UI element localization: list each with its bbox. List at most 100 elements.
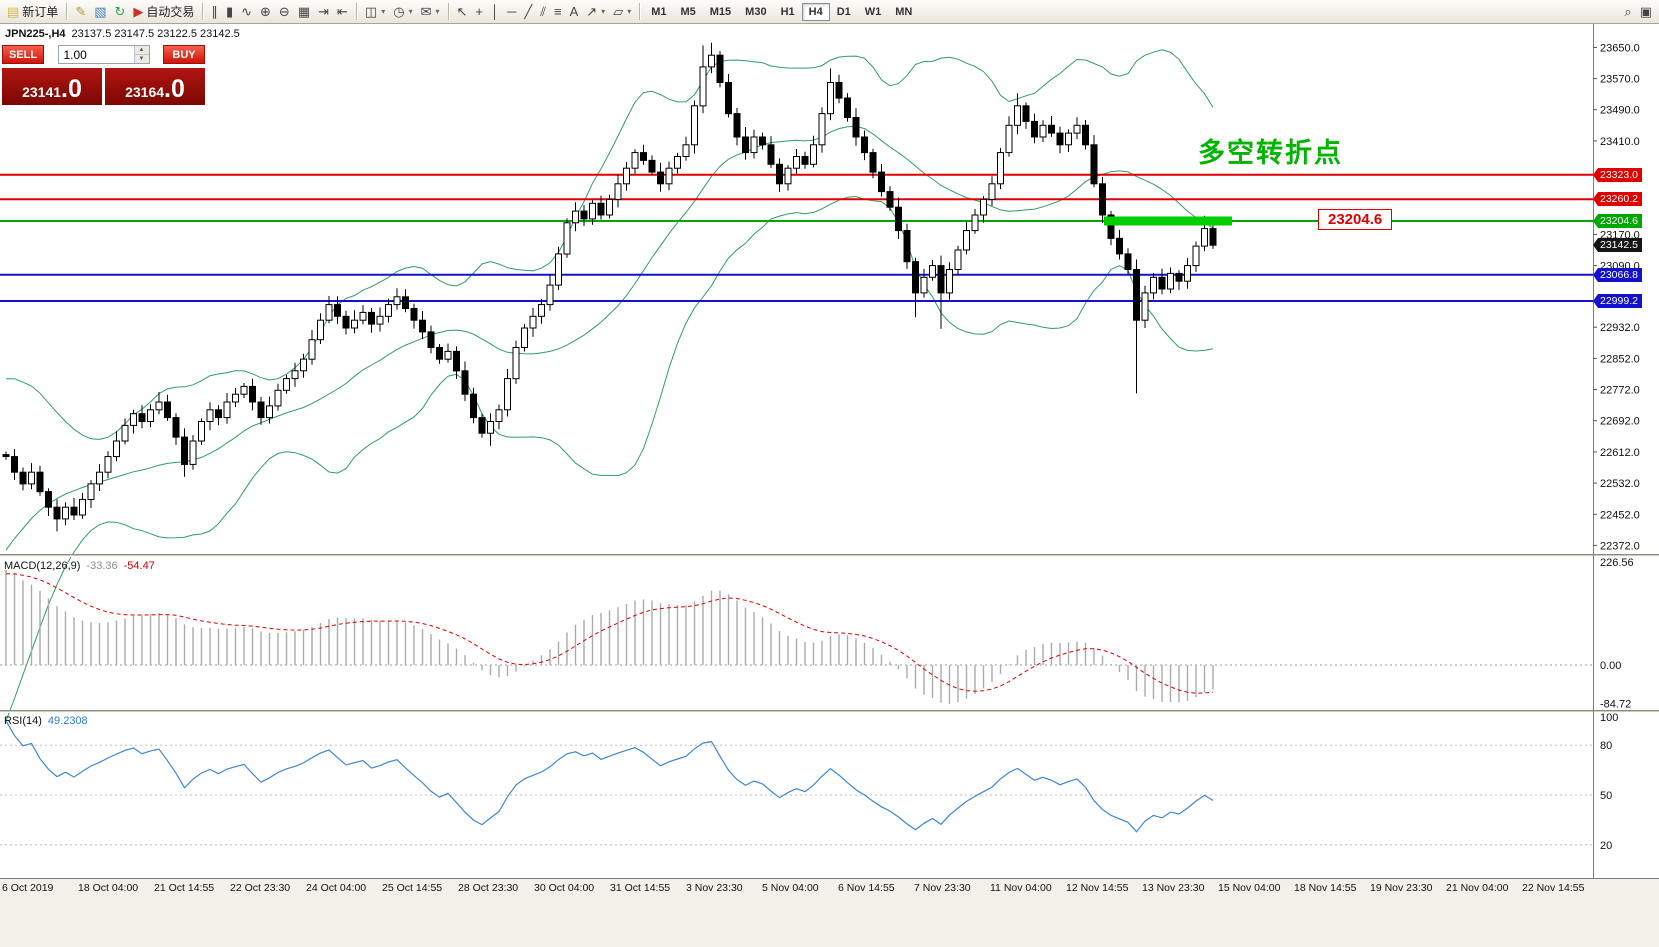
search-icon[interactable]: ⌕ <box>1620 3 1635 20</box>
chart-shift-icon[interactable]: ⇤ <box>333 3 352 20</box>
one-click-trading-panel: SELL ▲ ▼ BUY 23141.0 23164.0 <box>2 45 205 105</box>
price-level-badge: 23260.2 <box>1593 192 1642 207</box>
new-chart-icon-glyph: ◫ <box>364 4 378 19</box>
channel-icon-glyph: ⫽ <box>540 4 546 19</box>
auto-trading-button[interactable]: ▶ 自动交易 <box>129 2 198 21</box>
ohlc-readout: 23137.5 23147.5 23122.5 23142.5 <box>71 28 240 40</box>
dropdown-arrow-icon[interactable]: ▾ <box>601 7 606 16</box>
badge-price-text: 23323.0 <box>1598 167 1642 182</box>
window-layout-icon[interactable]: ▧ <box>90 3 110 20</box>
windows-icon-glyph: ▣ <box>1639 4 1652 19</box>
bull-bear-turning-point-annotation: 多空转折点 <box>1198 138 1343 168</box>
line-chart-icon[interactable]: ∿ <box>237 3 256 20</box>
templates-icon[interactable]: ✎ <box>71 3 90 20</box>
shapes-icon[interactable]: ▱ ▾ <box>609 3 635 20</box>
arrow-tool-icon-glyph: ↗ <box>586 4 598 19</box>
bar-chart-icon-glyph: ∥ <box>211 4 218 19</box>
crosshair-icon-glyph: + <box>475 4 484 19</box>
window-layout-icon-glyph: ▧ <box>94 4 107 19</box>
candlestick-chart-icon[interactable]: ▮ <box>222 3 237 20</box>
volume-spinner[interactable]: ▲ ▼ <box>133 46 149 63</box>
zoom-out-icon-glyph: ⊖ <box>278 4 290 19</box>
zoom-out-icon[interactable]: ⊖ <box>275 3 294 20</box>
toolbar-separator <box>639 3 641 20</box>
windows-icon[interactable]: ▣ <box>1636 3 1656 20</box>
timeframe-m1[interactable]: M1 <box>651 5 667 18</box>
timeframe-h1[interactable]: H1 <box>780 5 795 18</box>
channel-icon[interactable]: ⫽ <box>536 3 550 20</box>
badge-arrow-icon <box>1593 267 1598 282</box>
horizontal-line-icon[interactable]: ─ <box>503 3 520 20</box>
timeframe-mn[interactable]: MN <box>895 5 913 18</box>
zoom-in-icon[interactable]: ⊕ <box>256 3 275 20</box>
sell-price-display[interactable]: 23141.0 <box>2 68 102 105</box>
crosshair-icon[interactable]: + <box>471 3 487 20</box>
trendline-icon[interactable]: ╱ <box>520 3 536 20</box>
timeframe-m30[interactable]: M30 <box>745 5 767 18</box>
bar-chart-icon[interactable]: ∥ <box>207 3 222 20</box>
rsi-indicator-label: RSI(14) 49.2308 <box>4 715 88 727</box>
symbol-period-label: JPN225-,H4 <box>5 28 66 40</box>
macd-signal-value: -54.47 <box>123 560 155 572</box>
timeframe-w1[interactable]: W1 <box>864 5 882 18</box>
badge-price-text: 23204.6 <box>1598 214 1642 228</box>
toolbar-separator <box>355 3 357 20</box>
auto-trading-glyph: ▶ <box>133 4 144 19</box>
badge-arrow-icon <box>1593 294 1598 308</box>
auto-scroll-icon[interactable]: ⇥ <box>314 3 333 20</box>
new-chart-icon[interactable]: ◫ ▾ <box>361 3 389 20</box>
buy-price-fraction: .0 <box>164 75 185 103</box>
indicators-icon[interactable]: ✉ ▾ <box>417 3 444 20</box>
vertical-line-icon-glyph: │ <box>491 4 500 19</box>
refresh-icon-glyph: ↻ <box>114 4 126 19</box>
buy-price-main: 23164 <box>125 84 165 100</box>
shapes-icon-glyph: ▱ <box>613 4 624 19</box>
macd-indicator-label: MACD(12,26,9) -33.36 -54.47 <box>4 560 155 572</box>
timeframe-d1[interactable]: D1 <box>836 5 851 18</box>
chart-shift-icon-glyph: ⇤ <box>337 4 348 19</box>
badge-price-text: 23142.5 <box>1598 238 1642 253</box>
refresh-icon[interactable]: ↻ <box>111 3 130 20</box>
one-click-price-row: 23141.0 23164.0 <box>2 68 205 105</box>
fibonacci-icon[interactable]: ≡ <box>550 3 566 20</box>
badge-arrow-icon <box>1593 238 1598 253</box>
sell-price-main: 23141 <box>22 84 62 100</box>
price-level-callout: 23204.6 <box>1318 209 1393 230</box>
horizontal-line-icon-glyph: ─ <box>507 4 517 19</box>
candlestick-chart-icon-glyph: ▮ <box>225 4 234 19</box>
main-toolbar: ▤ 新订单 ✎ ▧ ↻ ▶ 自动交易 ∥ ▮ ∿ ⊕ ⊖ ▦ ⇥ ⇤ ◫ ▾ ◷ ▾ ✉ ▾ ↖ + │ ─ ╱ ⫽ ≡ A ↗ ▾ ▱ ▾ M1… <box>0 0 1659 24</box>
profiles-icon[interactable]: ◷ ▾ <box>389 3 416 20</box>
tile-windows-icon[interactable]: ▦ <box>294 3 314 20</box>
macd-name: MACD(12,26,9) <box>4 560 81 572</box>
arrow-tool-icon[interactable]: ↗ ▾ <box>582 3 609 20</box>
dropdown-arrow-icon[interactable]: ▾ <box>435 7 440 16</box>
price-level-badge: 23142.5 <box>1593 238 1642 253</box>
badge-price-text: 23260.2 <box>1598 192 1642 207</box>
dropdown-arrow-icon[interactable]: ▾ <box>408 7 413 16</box>
text-icon-glyph: A <box>569 4 579 19</box>
tile-windows-icon-glyph: ▦ <box>297 4 311 19</box>
new-order-button[interactable]: ▤ 新订单 <box>3 2 62 21</box>
timeframe-m5[interactable]: M5 <box>680 5 696 18</box>
buy-price-display[interactable]: 23164.0 <box>105 68 205 105</box>
dropdown-arrow-icon[interactable]: ▾ <box>381 7 386 16</box>
profiles-icon-glyph: ◷ <box>393 4 405 19</box>
zoom-in-icon-glyph: ⊕ <box>260 4 271 19</box>
timeframe-h4[interactable]: H4 <box>801 2 830 21</box>
volume-down-icon[interactable]: ▼ <box>134 54 149 63</box>
text-icon[interactable]: A <box>566 3 583 20</box>
badge-arrow-icon <box>1593 214 1598 228</box>
badge-price-text: 23066.8 <box>1598 267 1642 282</box>
sell-button[interactable]: SELL <box>2 45 44 64</box>
buy-button[interactable]: BUY <box>163 45 205 64</box>
rsi-name: RSI(14) <box>4 715 42 727</box>
vertical-line-icon[interactable]: │ <box>487 3 503 20</box>
dropdown-arrow-icon[interactable]: ▾ <box>627 7 632 16</box>
badge-arrow-icon <box>1593 192 1598 207</box>
rsi-value: 49.2308 <box>47 715 88 727</box>
volume-up-icon[interactable]: ▲ <box>134 46 149 54</box>
cursor-icon[interactable]: ↖ <box>453 3 472 20</box>
badge-arrow-icon <box>1593 167 1598 182</box>
chart-title: JPN225-,H4 23137.5 23147.5 23122.5 23142.… <box>5 28 240 40</box>
timeframe-m15[interactable]: M15 <box>709 5 732 18</box>
